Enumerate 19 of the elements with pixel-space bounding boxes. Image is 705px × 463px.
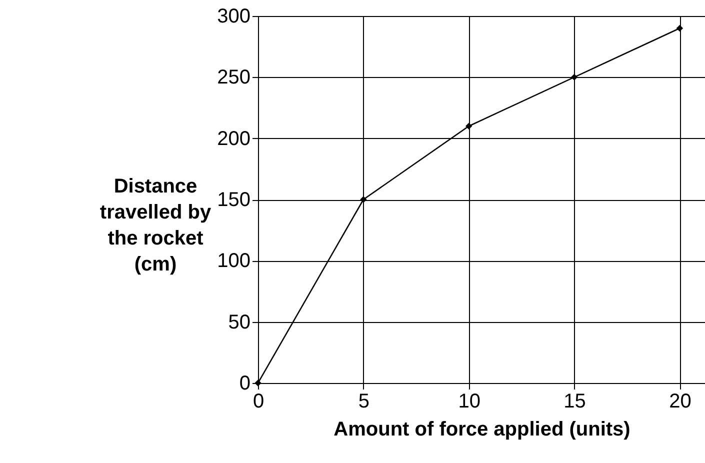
y-tick-label: 200: [217, 128, 250, 150]
y-tick-label: 0: [239, 372, 250, 394]
x-tick-label: 10: [458, 390, 480, 412]
y-tick-label: 150: [217, 189, 250, 211]
point: [676, 24, 684, 32]
y-tick-label: 250: [217, 66, 250, 89]
y-tick-label: 100: [217, 250, 250, 272]
point: [465, 122, 472, 130]
point: [360, 196, 367, 203]
point: [254, 380, 262, 386]
x-tick-label: 5: [358, 390, 370, 412]
x-axis-title: Amount of force applied (units): [334, 418, 630, 440]
x-tick-label: 0: [252, 390, 264, 412]
y-axis-title: Distance travelled by the rocket (cm): [100, 176, 212, 276]
y-tick-label: 50: [228, 311, 250, 334]
x-tick-label: 15: [564, 390, 586, 412]
y-tick-label: 300: [217, 6, 250, 28]
x-tick-label: 20: [669, 390, 692, 412]
point: [570, 74, 578, 81]
